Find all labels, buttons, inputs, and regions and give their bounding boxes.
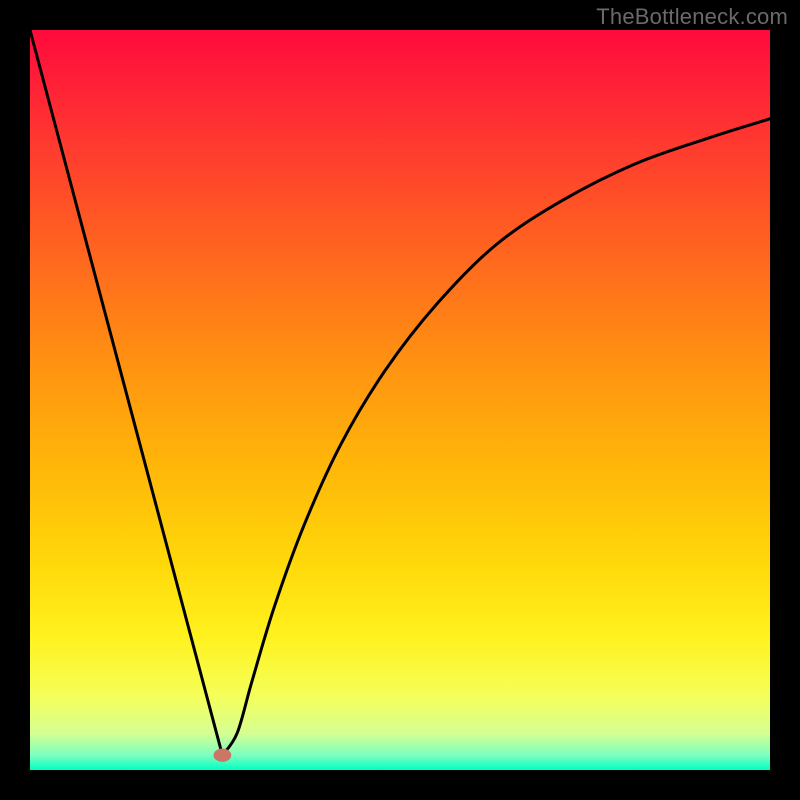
vertex-marker <box>214 749 232 762</box>
bottleneck-chart <box>0 0 800 800</box>
watermark-text: TheBottleneck.com <box>596 4 788 30</box>
plot-background <box>30 30 770 770</box>
